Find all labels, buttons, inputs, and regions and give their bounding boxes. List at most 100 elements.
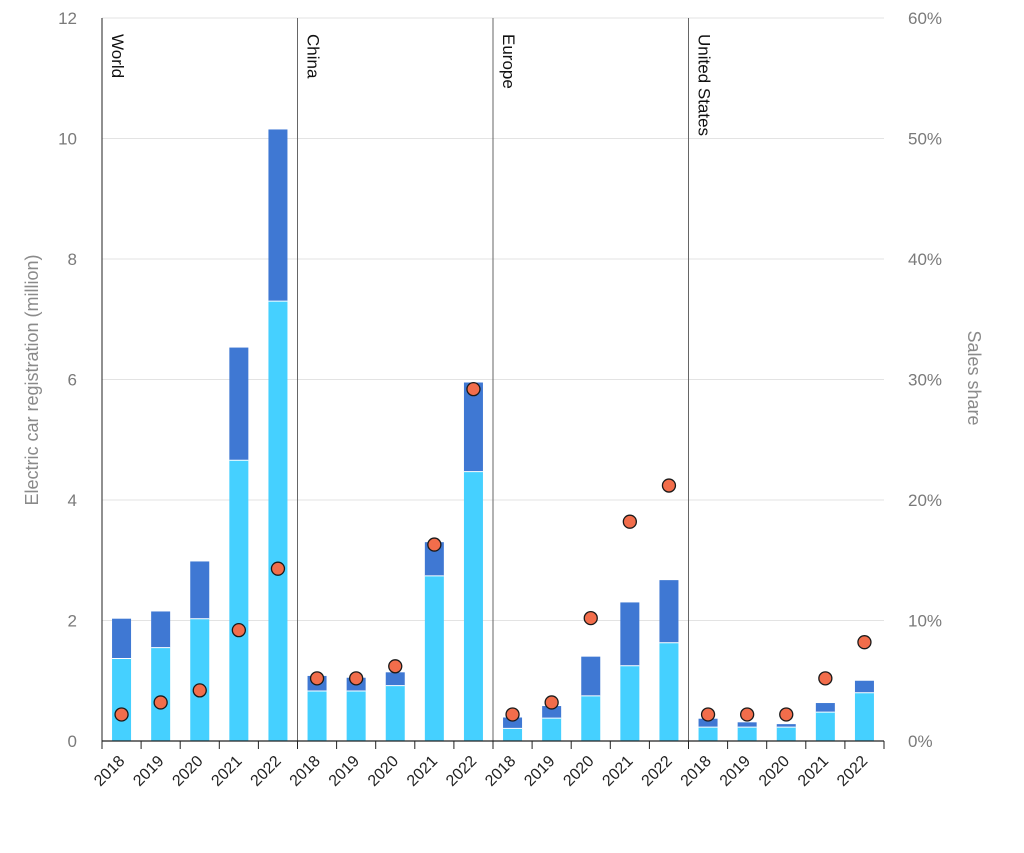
y2-tick-label: 0%	[908, 732, 933, 751]
share-point	[661, 478, 677, 493]
bar-bev	[698, 727, 718, 741]
share-point	[818, 671, 833, 686]
share-point	[192, 683, 207, 698]
bar-phev	[424, 542, 444, 576]
panel-label: United States	[695, 34, 714, 136]
bar-bev	[268, 301, 288, 741]
bar-bev	[190, 618, 210, 741]
y2-tick-label: 40%	[908, 250, 942, 269]
bar-phev	[151, 611, 171, 648]
bar-phev	[190, 561, 210, 619]
share-point	[466, 381, 481, 397]
x-tick-label: 2019	[521, 753, 558, 790]
sales-share-points	[114, 381, 872, 722]
bar-phev	[229, 347, 249, 461]
x-tick-label: 2020	[560, 753, 597, 790]
share-point	[740, 707, 755, 722]
x-tick-label: 2022	[248, 753, 285, 790]
bar-bev	[346, 690, 366, 741]
bar-phev	[815, 703, 835, 713]
bar-bev	[112, 658, 132, 741]
bar-phev	[385, 672, 405, 686]
share-point	[779, 707, 794, 722]
bar-phev	[503, 717, 523, 729]
bar-phev	[698, 718, 718, 728]
y2-tick-label: 50%	[908, 130, 942, 149]
share-point	[270, 561, 286, 576]
y2-axis-title: Sales share	[964, 330, 984, 425]
bar-phev	[463, 382, 483, 472]
bar-phev	[268, 129, 288, 302]
share-point	[348, 671, 364, 686]
bar-bev	[424, 575, 444, 741]
y2-tick-label: 10%	[908, 612, 942, 631]
share-point	[622, 514, 637, 529]
share-point	[309, 671, 325, 686]
x-tick-label: 2018	[91, 753, 128, 790]
x-tick-label: 2021	[795, 753, 832, 790]
y-tick-label: 10	[58, 130, 77, 149]
y-tick-label: 4	[68, 491, 77, 510]
bar-bev	[151, 647, 171, 741]
y-tick-label: 12	[58, 9, 77, 28]
bar-phev	[112, 618, 132, 659]
share-point	[583, 610, 598, 626]
bar-bev	[307, 690, 327, 741]
bar-bev	[659, 642, 679, 741]
share-point	[700, 707, 716, 722]
share-point	[544, 695, 559, 710]
share-point	[388, 659, 403, 674]
panel-label: World	[108, 34, 127, 78]
x-tick-label: 2021	[404, 753, 441, 790]
bar-bev	[737, 727, 757, 741]
bar-phev	[542, 706, 562, 719]
x-tick-label: 2018	[482, 753, 519, 790]
x-tick-label: 2021	[208, 753, 245, 790]
x-tick-label: 2020	[365, 753, 402, 790]
bar-phev	[776, 724, 796, 728]
bar-bev	[776, 727, 796, 741]
bar-phev	[659, 580, 679, 643]
x-tick-label: 2019	[717, 753, 754, 790]
share-point	[153, 695, 168, 710]
y2-tick-label: 60%	[908, 9, 942, 28]
axes	[101, 18, 885, 749]
y-tick-label: 0	[68, 732, 77, 751]
bar-bev	[229, 460, 249, 741]
x-tick-label: 2022	[834, 753, 871, 790]
y2-tick-label: 30%	[908, 371, 942, 390]
y-tick-label: 8	[68, 250, 77, 269]
bar-bev	[620, 665, 640, 741]
share-point	[114, 707, 129, 722]
x-tick-label: 2021	[599, 753, 636, 790]
share-point	[427, 537, 442, 552]
bar-bev	[854, 692, 874, 741]
x-tick-label: 2020	[169, 753, 206, 790]
x-tick-label: 2022	[443, 753, 480, 790]
x-tick-label: 2019	[326, 753, 363, 790]
x-tick-label: 2020	[756, 753, 793, 790]
bar-bev	[385, 685, 405, 741]
x-tick-label: 2018	[678, 753, 715, 790]
panel-label: China	[304, 34, 323, 79]
bar-phev	[854, 680, 874, 693]
x-tick-label: 2022	[639, 753, 676, 790]
y-tick-label: 6	[68, 371, 77, 390]
y2-tick-label: 20%	[908, 491, 942, 510]
x-tick-label: 2018	[287, 753, 324, 790]
bar-bev	[815, 712, 835, 741]
share-point	[231, 622, 247, 638]
bar-phev	[737, 722, 757, 728]
share-point	[505, 707, 520, 722]
bar-bev	[503, 728, 523, 741]
x-tick-label: 2019	[130, 753, 167, 790]
panel-label: Europe	[499, 34, 518, 89]
bar-bev	[581, 695, 601, 741]
bar-phev	[620, 602, 640, 666]
y-axis-title: Electric car registration (million)	[22, 254, 42, 505]
bar-bev	[542, 718, 562, 741]
bar-phev	[581, 656, 601, 696]
bar-bev	[463, 471, 483, 741]
bars	[112, 129, 874, 741]
